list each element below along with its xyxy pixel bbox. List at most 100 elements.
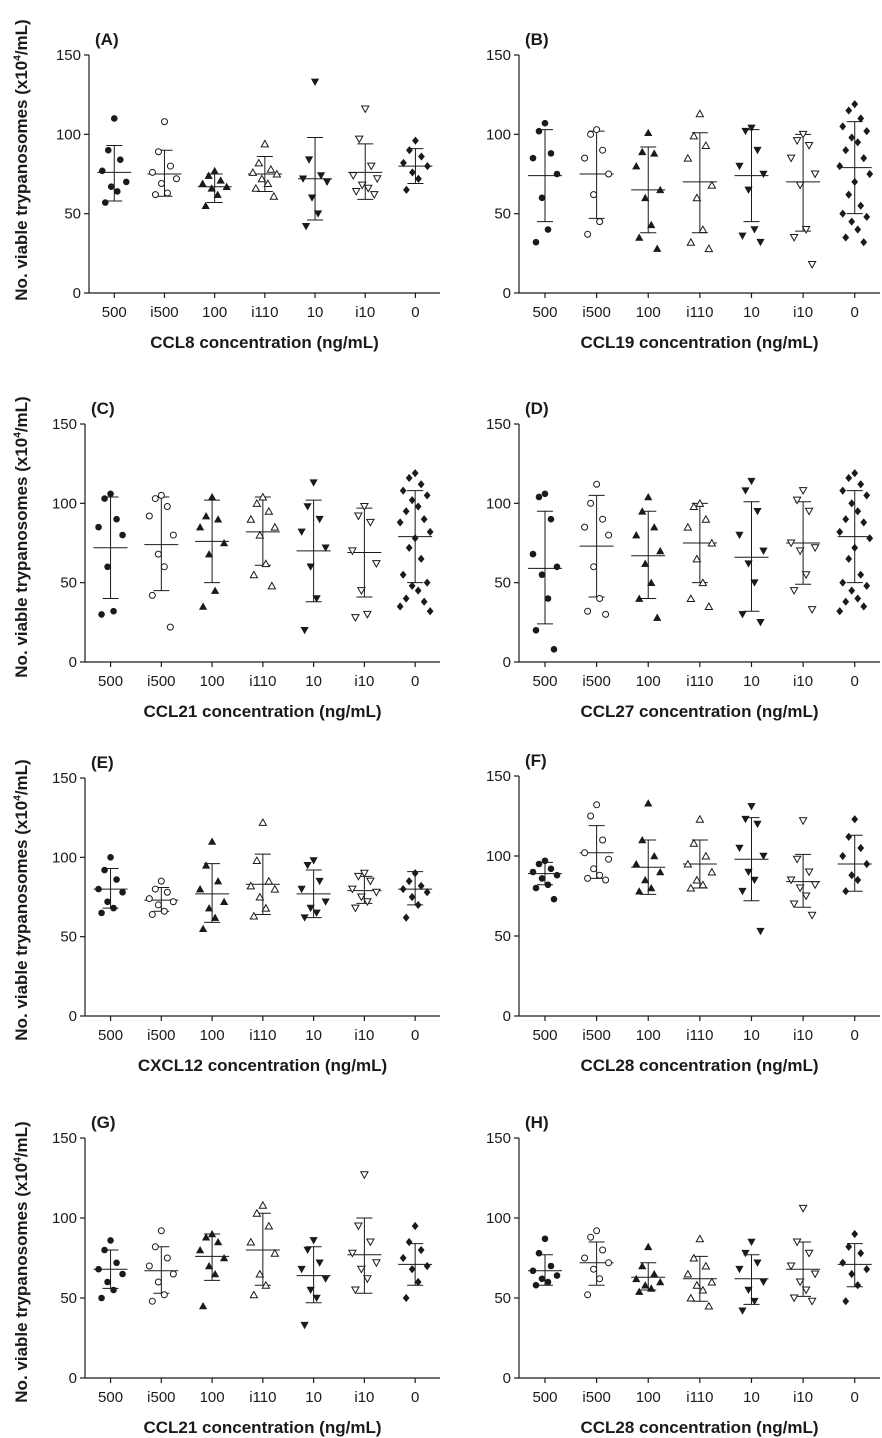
data-point — [411, 1221, 419, 1231]
data-point — [210, 1269, 220, 1278]
data-point — [423, 1261, 431, 1271]
data-point — [641, 875, 650, 884]
series-group — [631, 128, 666, 252]
data-point — [704, 244, 714, 253]
data-point — [148, 168, 156, 176]
data-point — [213, 877, 223, 885]
data-point — [605, 855, 613, 863]
data-point — [602, 610, 610, 618]
x-axis-title: CCL19 concentration (ng/mL) — [580, 333, 818, 352]
data-point — [414, 502, 422, 511]
series-group — [527, 857, 562, 903]
data-point — [683, 522, 693, 531]
chart-panel: (C) 0 50 100 150 500 i500 100 i110 10 i10 0 CCL21 co… — [52, 399, 440, 721]
data-point — [95, 523, 102, 531]
data-point — [553, 170, 561, 178]
data-point — [810, 881, 820, 890]
data-point — [356, 587, 366, 596]
data-point — [255, 892, 265, 901]
data-point — [246, 881, 256, 890]
data-point — [635, 1287, 644, 1295]
data-point — [107, 854, 114, 861]
data-point — [405, 877, 413, 886]
data-point — [704, 1301, 714, 1310]
data-point — [698, 1285, 708, 1294]
data-point — [789, 1294, 799, 1303]
data-point — [148, 910, 156, 918]
x-tick-label: i500 — [150, 304, 178, 321]
y-tick-label: 50 — [494, 928, 511, 945]
data-point — [402, 594, 410, 603]
data-point — [738, 232, 747, 240]
data-point — [148, 1297, 156, 1305]
data-point — [538, 1275, 546, 1283]
x-tick-label: i110 — [686, 673, 713, 690]
x-tick-label: 0 — [411, 1389, 419, 1406]
data-point — [738, 611, 747, 619]
data-point — [163, 888, 171, 896]
data-point — [151, 495, 159, 503]
chart-panel: (H) 0 50 100 150 500 i500 100 i110 10 i10 0 CCL28 co… — [486, 1113, 880, 1437]
x-tick-label: i110 — [249, 1389, 276, 1406]
data-point — [219, 1253, 229, 1262]
y-tick-label: 50 — [494, 1290, 511, 1307]
data-point — [541, 1235, 549, 1243]
data-point — [353, 1222, 363, 1231]
data-point — [303, 503, 312, 511]
data-point — [157, 180, 165, 188]
series-group — [144, 1227, 179, 1305]
x-tick-label: 100 — [200, 1027, 225, 1044]
data-point — [848, 586, 856, 595]
x-tick-label: 0 — [411, 673, 419, 690]
data-point — [312, 1294, 321, 1303]
data-point — [599, 146, 607, 154]
y-tick-label: 100 — [52, 849, 77, 866]
series-group — [734, 124, 769, 247]
data-point — [423, 578, 431, 587]
data-point — [695, 1234, 705, 1243]
data-point — [641, 559, 650, 567]
series-group — [93, 1237, 128, 1302]
data-point — [113, 188, 121, 195]
data-point — [210, 586, 220, 594]
data-point — [213, 190, 222, 198]
data-point — [644, 492, 653, 501]
data-point — [399, 570, 407, 579]
y-tick-label: 150 — [486, 47, 511, 64]
series-group — [579, 801, 614, 884]
data-point — [264, 1221, 274, 1230]
data-point — [792, 1238, 802, 1247]
series-group — [144, 491, 179, 631]
data-point — [424, 161, 431, 171]
data-point — [201, 512, 211, 520]
data-point — [362, 610, 372, 619]
data-point — [119, 1270, 126, 1278]
x-tick-label: 10 — [307, 304, 324, 321]
series-group — [245, 1200, 280, 1299]
x-tick-label: 500 — [98, 673, 123, 690]
data-point — [207, 492, 217, 501]
data-point — [744, 1286, 753, 1295]
x-tick-label: 500 — [532, 1027, 557, 1044]
chart-panel: (D) 0 50 100 150 500 i500 100 i110 10 i10 0 CCL27 co… — [486, 399, 880, 721]
data-point — [272, 169, 282, 178]
data-point — [157, 1227, 165, 1235]
series-group — [527, 1235, 562, 1289]
x-tick-label: i10 — [355, 304, 375, 321]
data-point — [857, 201, 865, 210]
data-point — [786, 1262, 796, 1271]
data-point — [854, 1281, 862, 1290]
y-tick-label: 0 — [69, 654, 77, 671]
data-point — [532, 1281, 540, 1289]
data-point — [246, 514, 256, 523]
data-point — [792, 855, 802, 864]
data-point — [647, 883, 656, 892]
data-point — [113, 1259, 120, 1267]
data-point — [529, 868, 537, 876]
data-point — [306, 904, 315, 913]
data-point — [301, 223, 311, 231]
x-tick-label: 100 — [200, 1389, 225, 1406]
data-point — [848, 133, 856, 142]
data-point — [741, 815, 750, 824]
data-point — [656, 1277, 665, 1286]
